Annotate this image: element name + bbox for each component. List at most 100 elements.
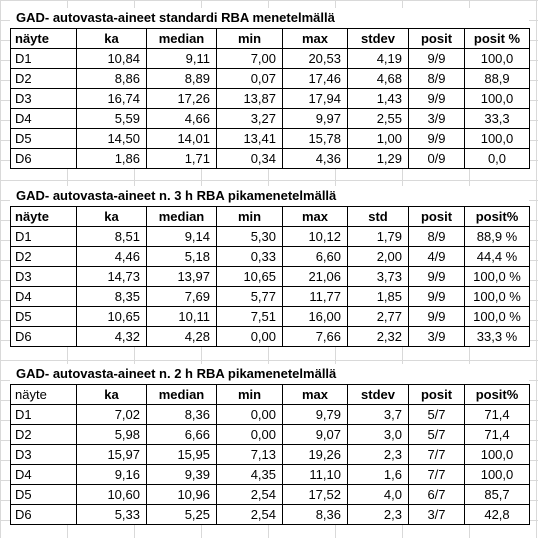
cell-max: 17,94	[282, 88, 348, 109]
cell-posit: 8/9	[408, 68, 465, 89]
cell-max: 21,06	[282, 266, 348, 287]
cell-posit-percent: 85,7	[464, 484, 530, 505]
cell-posit: 6/7	[408, 484, 465, 505]
cell-mean: 5,59	[76, 108, 147, 129]
cell-stdev: 3,73	[347, 266, 409, 287]
cell-mean: 7,02	[76, 404, 147, 425]
table-title: GAD- autovasta-aineet standardi RBA mene…	[10, 8, 529, 28]
column-header-stdev: stdev	[347, 28, 409, 49]
cell-median: 1,71	[146, 148, 217, 169]
results-table: näyte ka median min max stdev posit posit % D1 1…	[10, 28, 530, 169]
cell-stdev: 2,00	[347, 246, 409, 267]
cell-mean: 14,73	[76, 266, 147, 287]
table-row: D6 1,86 1,71 0,34 4,36 1,29 0/9 0,0	[10, 148, 530, 169]
cell-median: 9,14	[146, 226, 217, 247]
cell-min: 0,00	[216, 326, 283, 347]
cell-sample: D5	[10, 128, 77, 149]
column-header-median: median	[146, 384, 217, 405]
cell-max: 19,26	[282, 444, 348, 465]
table-row: D2 8,86 8,89 0,07 17,46 4,68 8/9 88,9	[10, 68, 530, 89]
cell-stdev: 2,3	[347, 444, 409, 465]
cell-min: 3,27	[216, 108, 283, 129]
cell-sample: D3	[10, 266, 77, 287]
cell-max: 15,78	[282, 128, 348, 149]
cell-posit-percent: 100,0 %	[464, 286, 530, 307]
cell-max: 17,52	[282, 484, 348, 505]
table-row: D1 10,84 9,11 7,00 20,53 4,19 9/9 100,0	[10, 48, 530, 69]
cell-posit: 9/9	[408, 128, 465, 149]
cell-sample: D6	[10, 326, 77, 347]
cell-min: 5,77	[216, 286, 283, 307]
cell-stdev: 1,00	[347, 128, 409, 149]
cell-posit: 9/9	[408, 266, 465, 287]
cell-min: 13,87	[216, 88, 283, 109]
column-header-sample: näyte	[10, 384, 77, 405]
cell-sample: D4	[10, 286, 77, 307]
cell-median: 8,36	[146, 404, 217, 425]
cell-mean: 8,86	[76, 68, 147, 89]
table-row: D6 5,33 5,25 2,54 8,36 2,3 3/7 42,8	[10, 504, 530, 525]
table-row: D3 14,73 13,97 10,65 21,06 3,73 9/9 100,0 %	[10, 266, 530, 287]
cell-posit: 0/9	[408, 148, 465, 169]
column-header-max: max	[282, 28, 348, 49]
cell-min: 0,07	[216, 68, 283, 89]
cell-max: 9,07	[282, 424, 348, 445]
cell-min: 7,13	[216, 444, 283, 465]
cell-posit-percent: 100,0	[464, 444, 530, 465]
cell-max: 11,10	[282, 464, 348, 485]
cell-stdev: 2,3	[347, 504, 409, 525]
cell-min: 5,30	[216, 226, 283, 247]
header-row: näyte ka median min max std posit posit%	[10, 206, 530, 227]
cell-posit-percent: 100,0	[464, 464, 530, 485]
table-row: D2 4,46 5,18 0,33 6,60 2,00 4/9 44,4 %	[10, 246, 530, 267]
cell-median: 5,18	[146, 246, 217, 267]
cell-stdev: 4,68	[347, 68, 409, 89]
column-header-mean: ka	[76, 28, 147, 49]
cell-median: 10,11	[146, 306, 217, 327]
cell-posit-percent: 0,0	[464, 148, 530, 169]
cell-sample: D4	[10, 464, 77, 485]
cell-sample: D1	[10, 404, 77, 425]
cell-posit-percent: 71,4	[464, 424, 530, 445]
cell-stdev: 1,6	[347, 464, 409, 485]
cell-posit-percent: 42,8	[464, 504, 530, 525]
cell-min: 0,34	[216, 148, 283, 169]
cell-stdev: 3,0	[347, 424, 409, 445]
cell-max: 9,97	[282, 108, 348, 129]
cell-stdev: 3,7	[347, 404, 409, 425]
column-header-posit: posit	[408, 28, 465, 49]
cell-posit: 4/9	[408, 246, 465, 267]
cell-posit: 7/7	[408, 464, 465, 485]
cell-max: 7,66	[282, 326, 348, 347]
cell-mean: 4,32	[76, 326, 147, 347]
column-header-posit-percent: posit %	[464, 28, 530, 49]
cell-posit-percent: 100,0	[464, 128, 530, 149]
cell-min: 7,51	[216, 306, 283, 327]
cell-median: 15,95	[146, 444, 217, 465]
cell-max: 4,36	[282, 148, 348, 169]
cell-posit: 9/9	[408, 286, 465, 307]
table-title: GAD- autovasta-aineet n. 2 h RBA pikamen…	[10, 364, 529, 384]
cell-mean: 10,65	[76, 306, 147, 327]
cell-median: 10,96	[146, 484, 217, 505]
cell-max: 20,53	[282, 48, 348, 69]
column-header-min: min	[216, 384, 283, 405]
header-row: näyte ka median min max stdev posit posit%	[10, 384, 530, 405]
cell-mean: 9,16	[76, 464, 147, 485]
cell-max: 6,60	[282, 246, 348, 267]
cell-sample: D2	[10, 246, 77, 267]
cell-mean: 14,50	[76, 128, 147, 149]
cell-median: 9,39	[146, 464, 217, 485]
column-header-median: median	[146, 206, 217, 227]
cell-posit: 9/9	[408, 88, 465, 109]
cell-mean: 10,84	[76, 48, 147, 69]
cell-min: 10,65	[216, 266, 283, 287]
cell-mean: 16,74	[76, 88, 147, 109]
table-row: D2 5,98 6,66 0,00 9,07 3,0 5/7 71,4	[10, 424, 530, 445]
cell-sample: D1	[10, 48, 77, 69]
table-block-3h-rba: GAD- autovasta-aineet n. 3 h RBA pikamen…	[10, 186, 530, 347]
cell-sample: D3	[10, 444, 77, 465]
cell-median: 13,97	[146, 266, 217, 287]
cell-posit-percent: 71,4	[464, 404, 530, 425]
cell-min: 0,00	[216, 424, 283, 445]
